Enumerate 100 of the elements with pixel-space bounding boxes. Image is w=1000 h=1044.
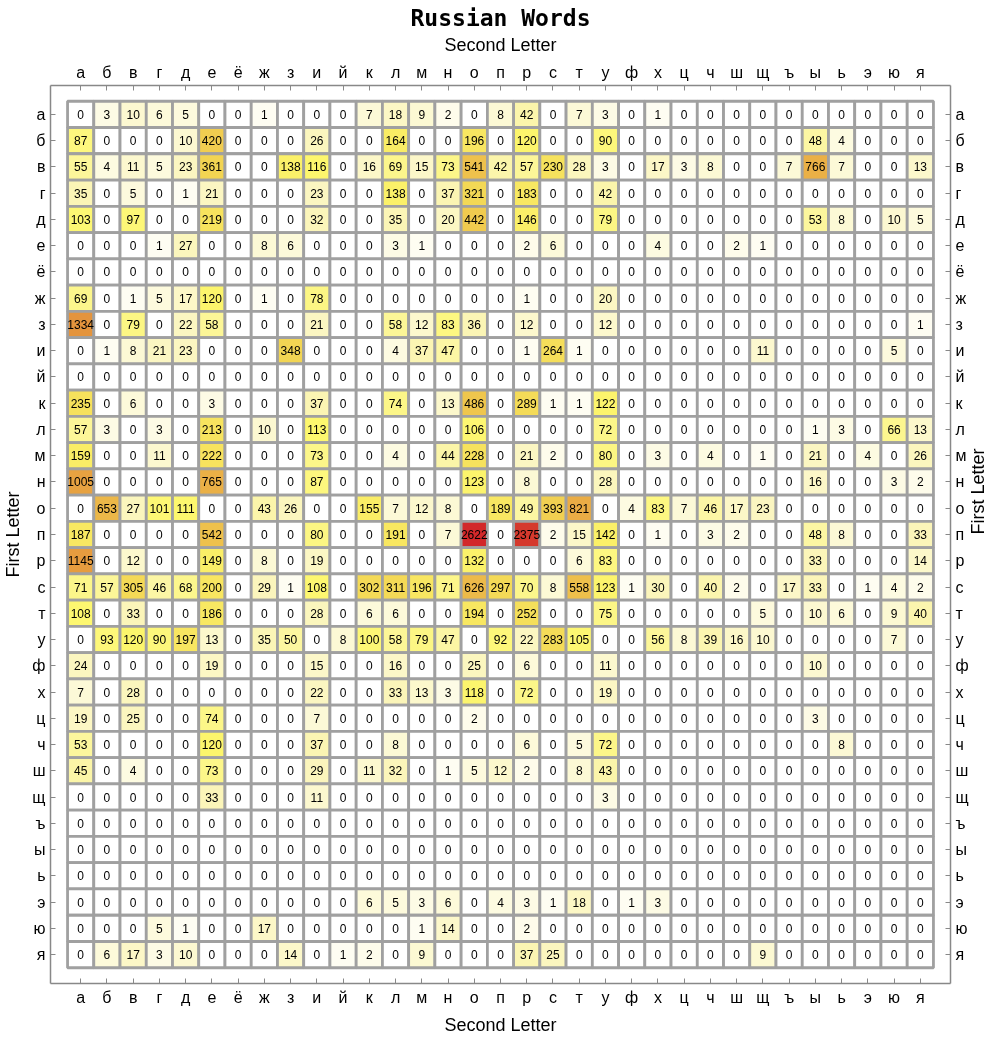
data-label: 0 <box>497 370 505 385</box>
data-label: 53 <box>74 738 88 753</box>
y-tick-label: щ <box>32 788 46 806</box>
data-label: 0 <box>182 816 190 831</box>
data-label: 0 <box>812 344 820 359</box>
data-label: 0 <box>916 134 924 149</box>
data-label: 0 <box>287 554 295 569</box>
data-label: 50 <box>283 633 298 648</box>
data-label: 0 <box>156 475 164 490</box>
data-label: 0 <box>470 895 478 910</box>
data-label: 0 <box>444 711 452 726</box>
data-label: 0 <box>628 134 636 149</box>
data-label: 0 <box>916 633 924 648</box>
data-label: 40 <box>703 580 718 595</box>
data-label: 0 <box>444 606 452 621</box>
data-label: 0 <box>628 869 636 884</box>
data-label: 0 <box>156 869 164 884</box>
data-label: 1 <box>759 449 767 464</box>
data-label: 0 <box>575 790 583 805</box>
data-label: 0 <box>77 239 85 254</box>
y2-tick-label: з <box>955 315 963 333</box>
x-tick-label: ь <box>837 63 846 81</box>
data-label: 0 <box>129 134 137 149</box>
data-label: 0 <box>733 134 741 149</box>
data-label: 0 <box>785 790 793 805</box>
data-label: 0 <box>628 711 636 726</box>
data-label: 228 <box>464 449 485 464</box>
data-label: 13 <box>205 633 219 648</box>
y2-tick-label: ф <box>955 657 969 675</box>
data-label: 0 <box>785 711 793 726</box>
data-label: 0 <box>234 633 242 648</box>
data-label: 0 <box>733 291 741 306</box>
data-label: 83 <box>441 317 456 332</box>
data-label: 0 <box>654 396 662 411</box>
data-label: 3 <box>208 396 216 411</box>
data-label: 0 <box>77 921 85 936</box>
data-label: 0 <box>812 265 820 280</box>
data-label: 0 <box>759 659 767 674</box>
data-label: 0 <box>602 895 610 910</box>
data-label: 37 <box>415 344 429 359</box>
data-label: 0 <box>654 869 662 884</box>
data-label: 66 <box>887 422 902 437</box>
x-tick-label: ф <box>625 63 639 81</box>
data-label: 0 <box>733 475 741 490</box>
y2-tick-label: а <box>955 105 965 123</box>
x-tick-label: п <box>496 63 505 81</box>
data-label: 0 <box>234 501 242 516</box>
y2-tick-label: в <box>955 158 964 176</box>
data-label: 0 <box>628 843 636 858</box>
data-label: 0 <box>103 475 111 490</box>
data-label: 1 <box>812 422 820 437</box>
data-label: 12 <box>598 317 613 332</box>
x-tick-label: е <box>207 63 217 81</box>
data-label: 0 <box>628 186 636 201</box>
data-label: 1 <box>182 186 190 201</box>
data-label: 0 <box>287 895 295 910</box>
data-label: 0 <box>156 606 164 621</box>
data-label: 0 <box>418 449 426 464</box>
data-label: 0 <box>365 370 373 385</box>
data-label: 0 <box>628 370 636 385</box>
y-tick-label: д <box>36 210 47 228</box>
data-label: 0 <box>733 422 741 437</box>
data-label: 0 <box>785 186 793 201</box>
data-label: 0 <box>549 475 557 490</box>
data-label: 13 <box>913 160 928 175</box>
data-label: 80 <box>310 528 324 542</box>
data-label: 1 <box>287 580 295 595</box>
data-label: 23 <box>178 344 193 359</box>
data-label: 0 <box>759 160 767 175</box>
data-label: 4 <box>497 895 505 910</box>
data-label: 0 <box>654 186 662 201</box>
data-label: 0 <box>418 554 426 569</box>
data-label: 0 <box>680 790 688 805</box>
data-label: 197 <box>175 633 196 648</box>
data-label: 26 <box>913 449 928 464</box>
data-label: 0 <box>418 134 426 149</box>
data-label: 0 <box>838 843 846 858</box>
x-tick-label: р <box>522 63 532 81</box>
data-label: 0 <box>287 449 295 464</box>
category-label: с <box>548 988 557 1006</box>
data-label: 0 <box>785 685 793 700</box>
data-label: 17 <box>729 501 744 516</box>
data-label: 70 <box>520 580 534 595</box>
data-label: 0 <box>77 633 85 648</box>
data-label: 19 <box>598 685 613 700</box>
data-label: 1 <box>654 528 662 542</box>
data-label: 164 <box>385 134 406 149</box>
data-label: 0 <box>733 738 741 753</box>
data-label: 4 <box>392 449 400 464</box>
data-label: 0 <box>182 554 190 569</box>
data-label: 0 <box>575 212 583 227</box>
data-label: 11 <box>599 659 613 674</box>
data-label: 1 <box>864 580 872 595</box>
data-label: 321 <box>464 186 485 201</box>
data-label: 0 <box>785 816 793 831</box>
data-label: 0 <box>916 895 924 910</box>
category-label: щ <box>756 988 770 1006</box>
category-label: ц <box>679 988 689 1006</box>
data-label: 47 <box>441 633 456 648</box>
data-label: 28 <box>310 606 324 621</box>
